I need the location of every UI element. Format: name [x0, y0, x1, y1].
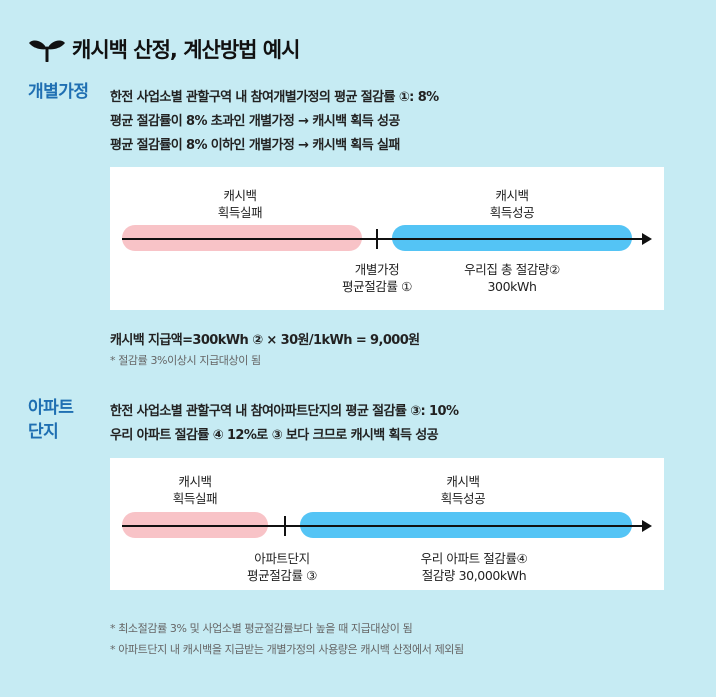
savings-label-line2: 절감량 30,000kWh	[421, 568, 527, 583]
page-title: 캐시백 산정, 계산방법 예시	[72, 38, 300, 62]
savings-label-line1: 우리 아파트 절감률④	[420, 551, 528, 566]
fail-label-line1: 캐시백	[223, 188, 257, 203]
success-label-line2: 획득성공	[489, 205, 535, 220]
tick-label-line1: 아파트단지	[254, 551, 310, 566]
apartment-line-2: 우리 아파트 절감률 ④ 12%로 ③ 보다 크므로 캐시백 획득 성공	[110, 428, 439, 443]
cashback-formula: 캐시백 지급액=300kWh ② × 30원/1kWh = 9,000원	[110, 333, 420, 348]
fail-label-line2: 획득실패	[172, 491, 218, 506]
household-line-1: 한전 사업소별 관할구역 내 참여개별가정의 평균 절감률 ①: 8%	[110, 90, 439, 105]
sprout-icon	[28, 36, 66, 63]
axis-arrow-icon	[642, 233, 652, 245]
household-note: * 절감률 3%이상시 지급대상이 됨	[110, 354, 261, 367]
average-tick	[284, 516, 286, 536]
footnote-2: * 아파트단지 내 캐시백을 지급받는 개별가정의 사용량은 캐시백 산정에서 …	[110, 643, 464, 656]
section-label-apartment-line2: 단지	[28, 422, 59, 442]
savings-label-line1: 우리집 총 절감량②	[464, 262, 560, 277]
household-line-2: 평균 절감률이 8% 초과인 개별가정 → 캐시백 획득 성공	[110, 114, 400, 129]
success-label-line1: 캐시백	[446, 474, 480, 489]
section-label-apartment-line1: 아파트	[28, 398, 74, 418]
footnote-1: * 최소절감률 3% 및 사업소별 평균절감률보다 높을 때 지급대상이 됨	[110, 622, 413, 635]
tick-label-line2: 평균절감률 ①	[342, 279, 412, 294]
household-line-3: 평균 절감률이 8% 이하인 개별가정 → 캐시백 획득 실패	[110, 138, 400, 153]
section-label-household: 개별가정	[28, 82, 89, 102]
fail-label-line2: 획득실패	[217, 205, 263, 220]
apartment-diagram: 캐시백 획득실패 캐시백 획득성공 아파트단지 평균절감률 ③ 우리 아파트 절…	[110, 458, 664, 590]
fail-label-line1: 캐시백	[178, 474, 212, 489]
savings-label-line2: 300kWh	[487, 279, 537, 294]
tick-label-line1: 개별가정	[354, 262, 400, 277]
axis-line	[122, 525, 644, 527]
axis-arrow-icon	[642, 520, 652, 532]
average-tick	[376, 229, 378, 249]
tick-label-line2: 평균절감률 ③	[247, 568, 317, 583]
success-label-line1: 캐시백	[495, 188, 529, 203]
success-label-line2: 획득성공	[440, 491, 486, 506]
apartment-line-1: 한전 사업소별 관할구역 내 참여아파트단지의 평균 절감률 ③: 10%	[110, 404, 459, 419]
axis-line	[122, 238, 644, 240]
household-diagram: 캐시백 획득실패 캐시백 획득성공 개별가정 평균절감률 ① 우리집 총 절감량…	[110, 167, 664, 310]
